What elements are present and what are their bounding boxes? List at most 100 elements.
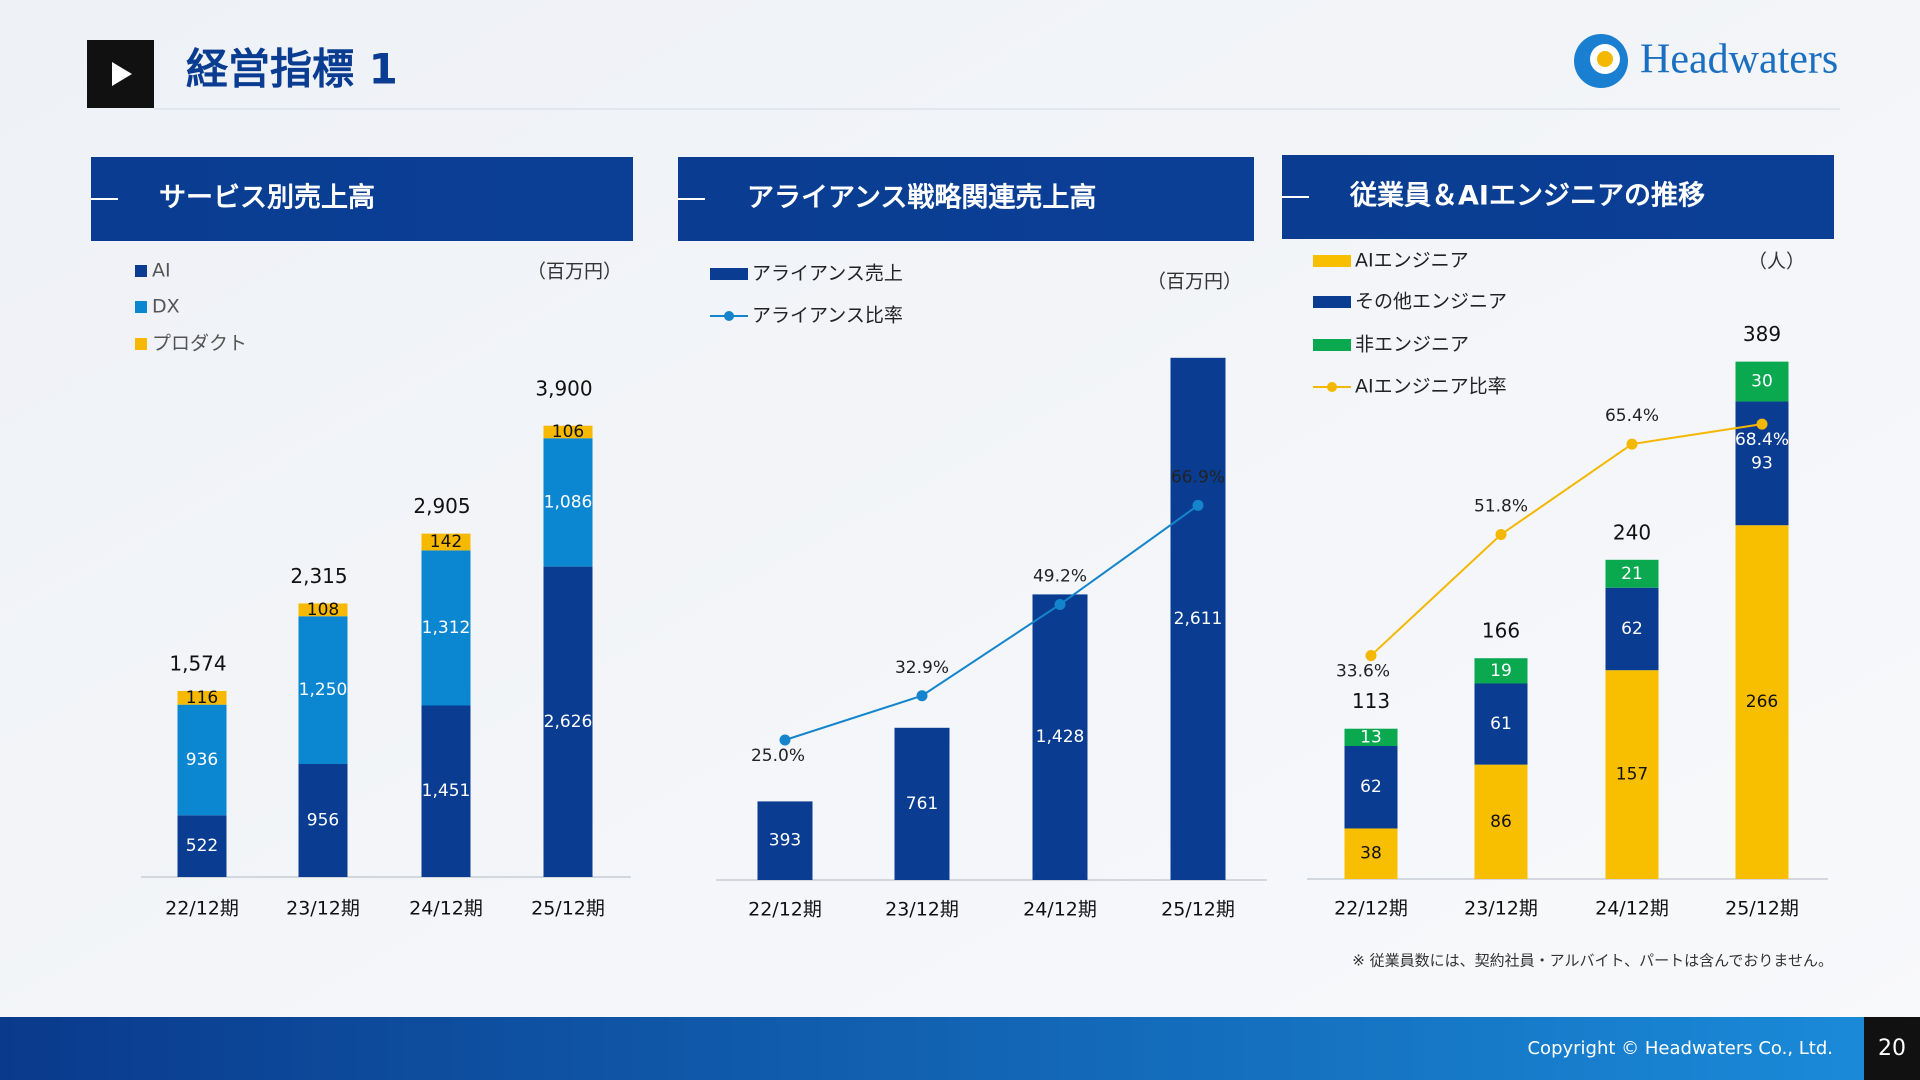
bar-segment bbox=[1605, 559, 1659, 588]
bar-label: 142 bbox=[430, 532, 462, 552]
x-tick-label: 25/12期 bbox=[1161, 899, 1235, 921]
line-point bbox=[1054, 598, 1066, 610]
line-label: 68.4% bbox=[1735, 430, 1789, 450]
line-point bbox=[1365, 650, 1377, 662]
line-label: 51.8% bbox=[1474, 497, 1528, 517]
legend-swatch bbox=[135, 265, 147, 277]
legend-swatch bbox=[710, 268, 748, 280]
total-label: 113 bbox=[1352, 689, 1390, 713]
x-tick-label: 24/12期 bbox=[1023, 899, 1097, 921]
page-number: 20 bbox=[1878, 1036, 1906, 1061]
bar-segment bbox=[1735, 361, 1789, 402]
legend-label: AIエンジニア bbox=[1355, 250, 1469, 272]
x-tick-label: 23/12期 bbox=[1464, 898, 1538, 920]
bar-segment bbox=[1032, 594, 1088, 880]
unit-label: （人） bbox=[1748, 251, 1805, 273]
panel-title: 従業員＆AIエンジニアの推移 bbox=[1349, 181, 1705, 212]
bar-label: 93 bbox=[1751, 453, 1773, 473]
bar-segment bbox=[1735, 525, 1789, 879]
line-label: 32.9% bbox=[895, 658, 949, 678]
line-label: 66.9% bbox=[1171, 467, 1225, 487]
line-label: 49.2% bbox=[1033, 566, 1087, 586]
x-tick-label: 22/12期 bbox=[165, 898, 239, 920]
panel-title: アライアンス戦略関連売上高 bbox=[747, 182, 1096, 214]
bar-label: 393 bbox=[769, 831, 801, 851]
bar-label: 1,312 bbox=[422, 618, 471, 638]
legend-swatch bbox=[1313, 296, 1351, 308]
bar-label: 2,611 bbox=[1174, 609, 1223, 629]
legend-swatch bbox=[135, 301, 147, 313]
legend-label: その他エンジニア bbox=[1355, 291, 1507, 313]
bar-label: 1,451 bbox=[422, 781, 471, 801]
bar-label: 522 bbox=[186, 836, 218, 856]
x-tick-label: 22/12期 bbox=[748, 899, 822, 921]
legend-dot bbox=[1327, 382, 1337, 392]
panel-title: サービス別売上高 bbox=[159, 182, 375, 214]
line-point bbox=[1192, 499, 1204, 511]
panel-header bbox=[91, 157, 633, 241]
panel-header bbox=[678, 157, 1254, 241]
bar-segment bbox=[543, 438, 593, 567]
bar-segment bbox=[757, 801, 813, 880]
legend-swatch bbox=[135, 338, 147, 350]
bar-segment bbox=[1474, 658, 1528, 684]
legend-label: DX bbox=[152, 296, 180, 318]
bar-label: 19 bbox=[1490, 661, 1512, 681]
x-tick-label: 22/12期 bbox=[1334, 898, 1408, 920]
legend-label: アライアンス比率 bbox=[752, 305, 903, 327]
bar-segment bbox=[1474, 683, 1528, 765]
total-label: 1,574 bbox=[169, 651, 226, 675]
legend-label: AIエンジニア比率 bbox=[1355, 376, 1507, 398]
bar-segment bbox=[298, 603, 348, 617]
bar-segment bbox=[1605, 670, 1659, 879]
total-label: 240 bbox=[1613, 520, 1651, 544]
bar-segment bbox=[177, 704, 227, 816]
bar-label: 761 bbox=[906, 794, 938, 814]
x-tick-label: 23/12期 bbox=[885, 899, 959, 921]
legend-label: 非エンジニア bbox=[1355, 334, 1469, 356]
legend-dot bbox=[724, 311, 734, 321]
unit-label: （百万円） bbox=[527, 261, 622, 283]
bar-label: 266 bbox=[1746, 692, 1778, 712]
total-label: 389 bbox=[1743, 322, 1781, 346]
total-label: 166 bbox=[1482, 619, 1520, 643]
line-point bbox=[779, 734, 791, 746]
bar-label: 61 bbox=[1490, 714, 1512, 734]
bar-segment bbox=[894, 727, 950, 880]
line bbox=[1370, 423, 1763, 657]
bar-segment bbox=[421, 550, 471, 706]
page-title: 経営指標 1 bbox=[186, 45, 398, 94]
bar-segment bbox=[1474, 764, 1528, 879]
logo-text: Headwaters bbox=[1640, 37, 1838, 83]
bar-label: 936 bbox=[186, 750, 218, 770]
bar-label: 21 bbox=[1621, 564, 1643, 584]
x-tick-label: 24/12期 bbox=[409, 898, 483, 920]
line-point bbox=[1495, 529, 1507, 541]
legend-label: プロダクト bbox=[152, 333, 247, 355]
bar-segment bbox=[177, 815, 227, 877]
bar-label: 62 bbox=[1360, 777, 1382, 797]
legend-label: アライアンス売上 bbox=[752, 263, 903, 285]
bar-label: 30 bbox=[1751, 372, 1773, 392]
unit-label: （百万円） bbox=[1147, 271, 1242, 293]
bar-label: 1,086 bbox=[544, 492, 593, 512]
x-tick-label: 23/12期 bbox=[286, 898, 360, 920]
bar-label: 2,626 bbox=[544, 712, 593, 732]
x-tick-label: 25/12期 bbox=[1725, 898, 1799, 920]
bar-segment bbox=[298, 616, 348, 765]
bar-label: 62 bbox=[1621, 619, 1643, 639]
bar-segment bbox=[1344, 828, 1398, 879]
bar-segment bbox=[1605, 587, 1659, 671]
panel-header bbox=[1282, 155, 1834, 239]
line-label: 65.4% bbox=[1605, 406, 1659, 426]
bar-segment bbox=[543, 425, 593, 439]
logo-mark bbox=[1597, 51, 1613, 67]
page-box bbox=[1864, 1017, 1920, 1080]
bar-segment bbox=[1344, 746, 1398, 829]
legend-swatch bbox=[1313, 339, 1351, 351]
line-point bbox=[1626, 438, 1638, 450]
bar-label: 1,250 bbox=[299, 680, 348, 700]
legend-label: AI bbox=[152, 260, 171, 282]
play-icon bbox=[112, 62, 132, 86]
